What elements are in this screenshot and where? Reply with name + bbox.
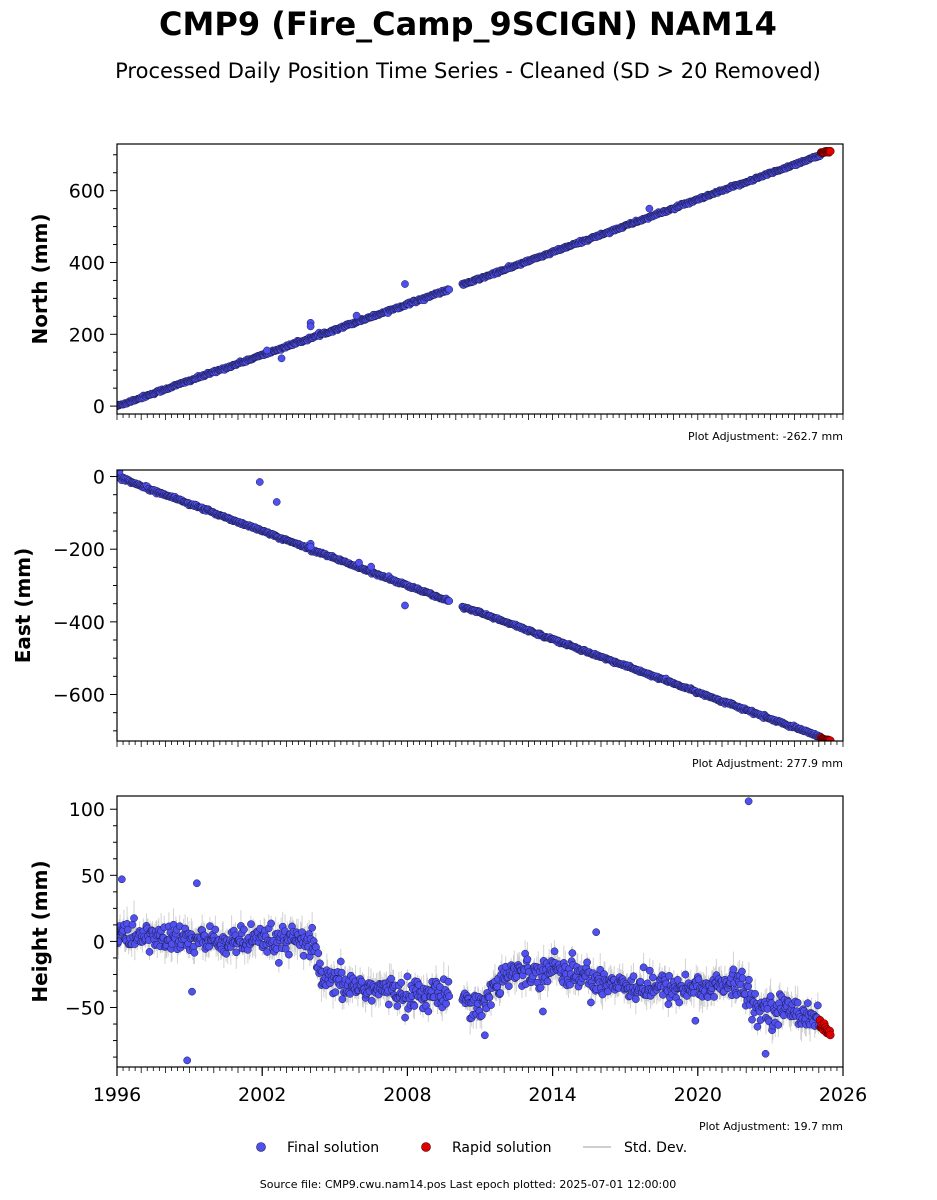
- plot-adjustment-label: Plot Adjustment: 277.9 mm: [692, 757, 843, 770]
- y-axis-label: East (mm): [11, 548, 35, 664]
- final-point: [190, 948, 199, 957]
- outlier-point: [117, 470, 124, 476]
- figure-title: CMP9 (Fire_Camp_9SCIGN) NAM14: [159, 5, 777, 43]
- panel-east: −600 −400 −200 0 East (mm) Plot Adjustment: 2…: [11, 467, 844, 770]
- panels: 0 200 400 600 North (mm) Plot Adjustment: -26…: [11, 143, 867, 1133]
- final-point: [445, 597, 454, 605]
- y-tick-label: 0: [93, 396, 105, 418]
- outlier-point: [352, 311, 361, 320]
- final-point: [232, 948, 241, 957]
- outlier-point: [401, 601, 409, 610]
- final-point: [145, 948, 154, 956]
- outlier-point: [277, 354, 286, 363]
- outlier-point: [367, 562, 375, 571]
- rapid-points: [816, 146, 835, 157]
- outlier-point: [401, 280, 409, 288]
- final-point: [130, 914, 138, 923]
- plot-adjustment-label: Plot Adjustment: -262.7 mm: [688, 430, 843, 443]
- y-tick-label: 200: [69, 324, 105, 346]
- outlier-point: [255, 478, 264, 486]
- final-point: [117, 937, 123, 946]
- final-point: [206, 922, 214, 930]
- y-tick-label: −200: [53, 539, 105, 561]
- figure-subtitle: Processed Daily Position Time Series - C…: [115, 59, 821, 83]
- outlier-point: [645, 204, 654, 213]
- final-point: [247, 920, 255, 928]
- y-axis-label: North (mm): [28, 213, 52, 344]
- final-points: [117, 470, 825, 741]
- outlier-point: [306, 322, 315, 331]
- panel-north: 0 200 400 600 North (mm) Plot Adjustment: -26…: [28, 143, 844, 443]
- final-point: [445, 285, 454, 294]
- std-dev-bars: [117, 900, 820, 1044]
- final-point: [123, 925, 132, 934]
- rapid-point: [826, 146, 835, 156]
- final-point: [128, 920, 137, 929]
- y-tick-label: 400: [69, 252, 105, 274]
- rapid-points: [816, 733, 835, 741]
- final-point: [222, 949, 231, 958]
- final-points: [117, 797, 823, 1065]
- y-tick-label: 600: [69, 181, 105, 203]
- outlier-point: [272, 498, 281, 506]
- final-point: [240, 925, 248, 934]
- final-point: [211, 925, 220, 934]
- final-points: [117, 150, 825, 411]
- outlier-point: [306, 542, 315, 551]
- outlier-point: [263, 346, 271, 355]
- y-tick-label: 0: [93, 467, 105, 489]
- y-tick-label: −400: [53, 612, 105, 634]
- outlier-point: [355, 558, 363, 567]
- y-tick-label: −600: [53, 685, 105, 707]
